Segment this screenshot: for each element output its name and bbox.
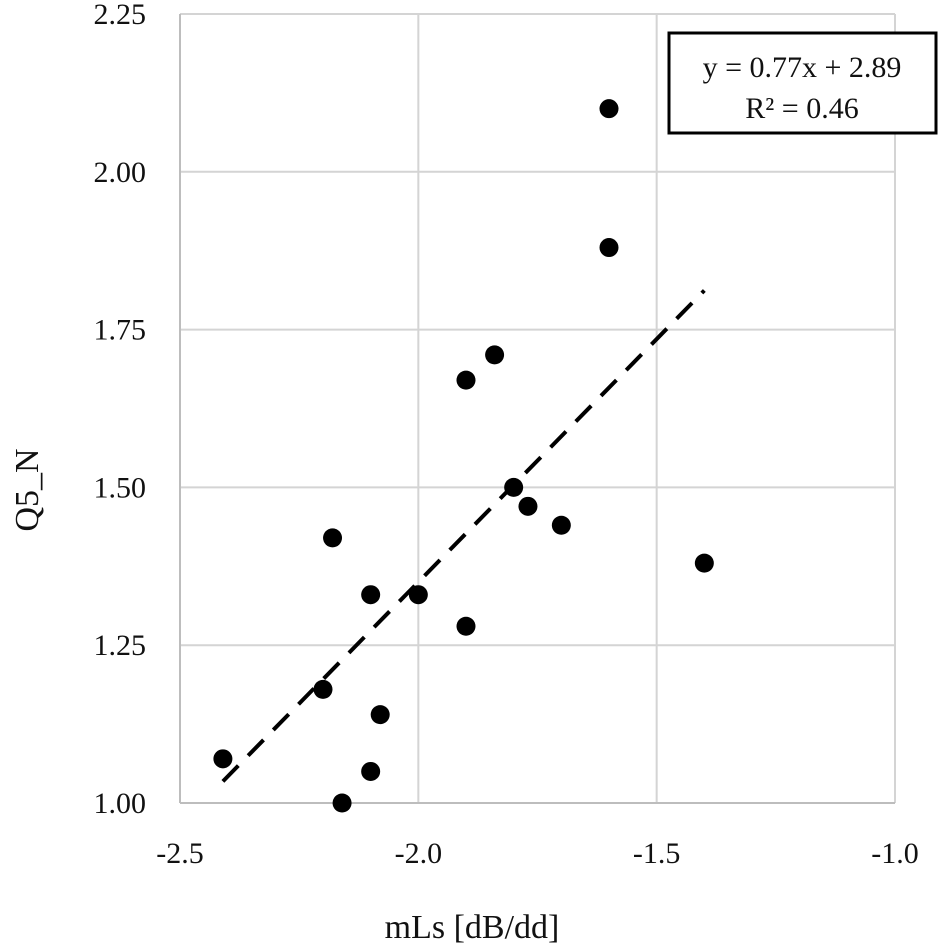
data-point: [361, 761, 381, 781]
data-point: [323, 528, 343, 548]
tick-labels: 1.00 1.25 1.50 1.75 2.00 2.25 -2.5 -2.0 -1.5 -1.0: [94, 0, 919, 870]
data-point: [485, 345, 505, 365]
x-tick-label: -1.0: [871, 837, 919, 870]
x-axis-title: mLs [dB/dd]: [385, 909, 560, 946]
y-axis-title: Q5_N: [9, 448, 46, 531]
data-point: [551, 515, 571, 535]
data-point: [332, 793, 352, 813]
trendline-group: [221, 289, 706, 783]
x-tick-label: -1.5: [633, 837, 681, 870]
data-point: [504, 477, 524, 497]
regression-equation: y = 0.77x + 2.89: [703, 51, 902, 84]
data-point: [694, 553, 714, 573]
y-tick-label: 2.00: [94, 156, 147, 189]
data-point: [599, 99, 619, 119]
y-tick-label: 1.50: [94, 471, 147, 504]
data-point: [370, 705, 390, 725]
y-tick-label: 1.00: [94, 787, 147, 820]
data-points: [213, 99, 714, 813]
grid-lines: [180, 13, 896, 803]
data-point: [456, 616, 476, 636]
data-point: [313, 679, 333, 699]
x-tick-label: -2.0: [395, 837, 443, 870]
data-point: [518, 496, 538, 516]
data-point: [408, 585, 428, 605]
data-point: [213, 749, 233, 769]
r-squared-label: R² = 0.46: [745, 92, 858, 125]
data-point: [361, 585, 381, 605]
data-point: [599, 238, 619, 258]
annotation-box: [667, 31, 938, 135]
axes: [179, 14, 895, 804]
x-tick-label: -2.5: [156, 837, 204, 870]
regression-annotation: y = 0.77x + 2.89 R² = 0.46: [667, 31, 938, 135]
y-tick-label: 1.25: [94, 629, 147, 662]
trendline: [221, 289, 706, 783]
data-point: [456, 370, 476, 390]
y-tick-label: 1.75: [94, 314, 147, 347]
y-tick-label: 2.25: [94, 0, 147, 31]
